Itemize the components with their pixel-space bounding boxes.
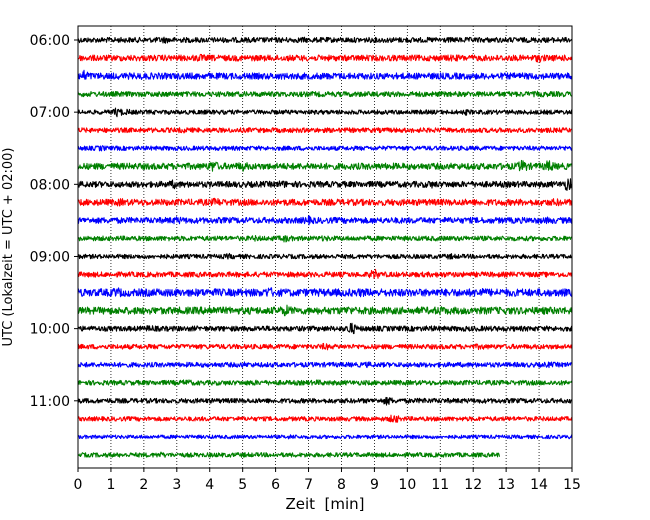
x-tick-label: 9 [370, 477, 379, 493]
x-tick-label: 0 [74, 477, 83, 493]
x-tick-label: 6 [271, 477, 280, 493]
trace-line [77, 304, 573, 317]
trace-line [77, 287, 573, 298]
trace-line [77, 107, 573, 118]
trace-line [77, 361, 573, 369]
trace-line [77, 396, 573, 406]
trace-line [77, 252, 573, 260]
x-axis-title: Zeit [min] [285, 495, 364, 513]
plot-frame [77, 25, 573, 469]
trace-line [77, 268, 573, 280]
x-tick-label: 13 [497, 477, 515, 493]
trace-line [77, 414, 573, 423]
x-tick-label: 10 [398, 477, 416, 493]
x-tick-label: 2 [139, 477, 148, 493]
trace-line [77, 145, 573, 152]
trace-line [77, 215, 573, 226]
x-tick-label: 3 [172, 477, 181, 493]
y-tick-label: 09:00 [30, 249, 70, 265]
x-tick-label: 11 [431, 477, 449, 493]
x-tick-label: 12 [464, 477, 482, 493]
y-tick-label: 10:00 [30, 322, 70, 338]
x-tick-label: 15 [563, 477, 581, 493]
seismogram-traces [77, 36, 573, 458]
x-tick-label: 5 [238, 477, 247, 493]
trace-line [77, 197, 573, 207]
trace-line [77, 53, 573, 63]
trace-line [77, 178, 573, 191]
trace-line [77, 322, 573, 335]
y-tick-label: 06:00 [30, 33, 70, 49]
trace-line [77, 69, 573, 80]
y-axis-title: UTC (Lokalzeit = UTC + 02:00) [1, 148, 16, 347]
x-tick-label: 8 [337, 477, 346, 493]
trace-line [77, 379, 573, 386]
trace-line [77, 36, 573, 44]
trace-line [77, 434, 573, 440]
trace-line [77, 342, 573, 351]
y-axis: 06:00 07:00 08:00 09:00 10:00 11:00 [30, 33, 78, 410]
trace-line [77, 159, 573, 172]
trace-line [77, 127, 573, 134]
trace-line [77, 451, 501, 458]
x-axis: 0 1 2 3 4 5 6 7 8 9 10 11 12 13 14 15 [74, 468, 581, 493]
y-tick-label: 08:00 [30, 177, 70, 193]
y-tick-label: 11:00 [30, 394, 70, 410]
x-tick-label: 4 [205, 477, 214, 493]
x-tick-label: 14 [530, 477, 548, 493]
trace-line [77, 235, 573, 243]
x-tick-label: 7 [304, 477, 313, 493]
y-tick-label: 07:00 [30, 105, 70, 121]
trace-line [77, 90, 573, 98]
x-tick-label: 1 [106, 477, 115, 493]
